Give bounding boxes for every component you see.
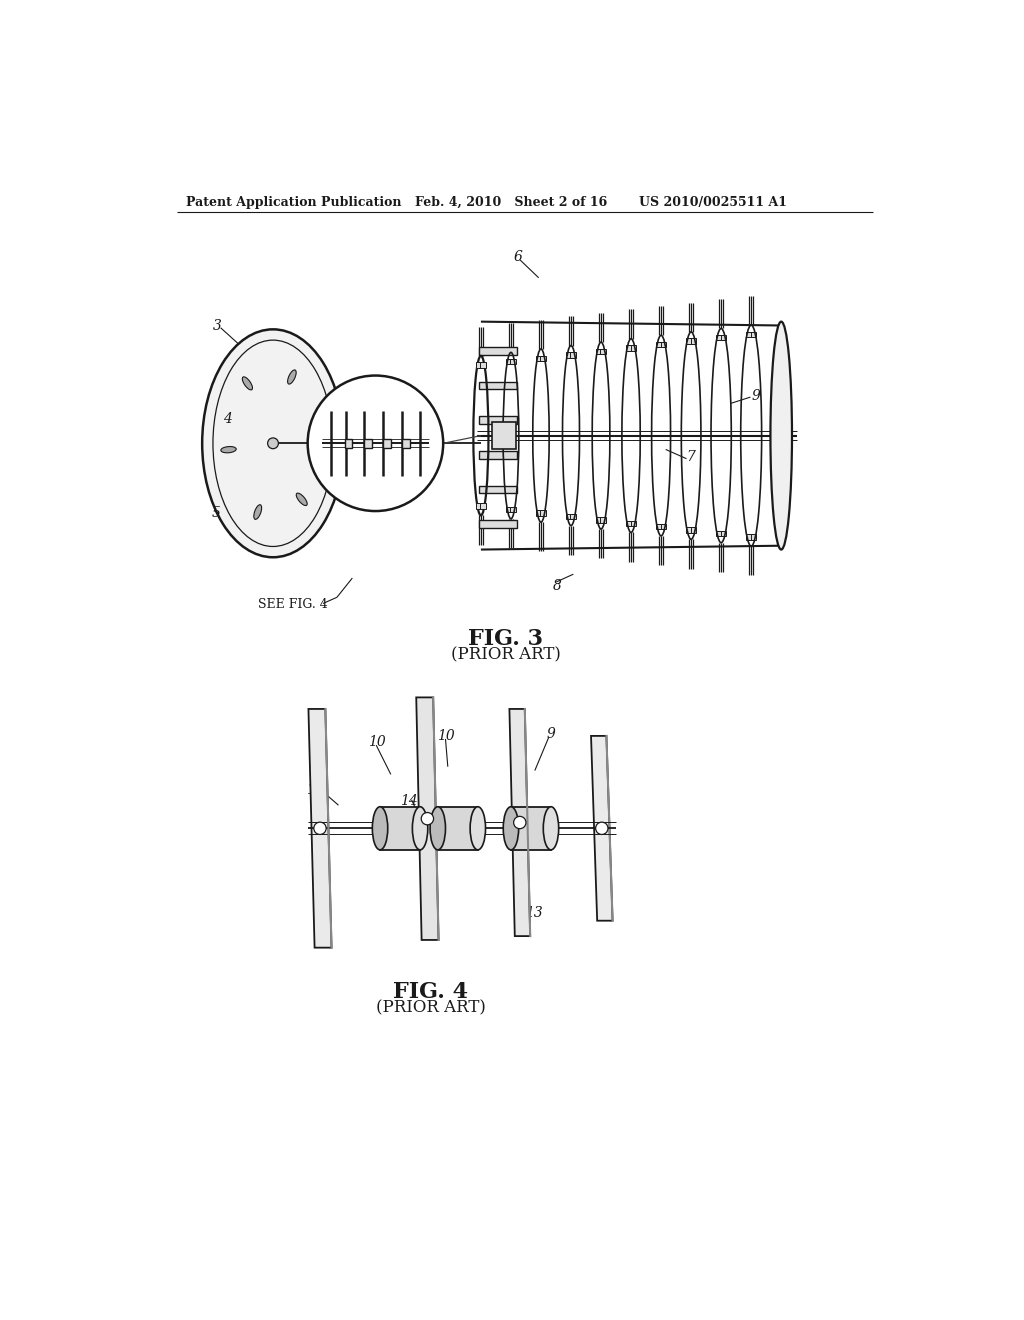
Text: SEE FIG. 4: SEE FIG. 4: [258, 598, 328, 611]
Bar: [478, 416, 517, 424]
Bar: [402, 438, 410, 447]
Bar: [751, 331, 756, 337]
Bar: [631, 520, 636, 525]
Text: (PRIOR ART): (PRIOR ART): [451, 647, 560, 664]
Bar: [600, 348, 606, 354]
Bar: [364, 438, 372, 447]
Text: FIG. 3: FIG. 3: [468, 628, 543, 651]
Text: (PRIOR ART): (PRIOR ART): [376, 999, 485, 1016]
Ellipse shape: [267, 438, 279, 449]
Bar: [686, 528, 691, 533]
Bar: [476, 363, 481, 368]
Ellipse shape: [430, 807, 445, 850]
Ellipse shape: [544, 807, 559, 850]
Bar: [506, 359, 511, 364]
Bar: [480, 503, 485, 508]
Bar: [656, 342, 662, 347]
Text: 3: 3: [213, 319, 222, 333]
Polygon shape: [416, 697, 438, 940]
Bar: [721, 531, 726, 536]
Bar: [541, 355, 546, 360]
Bar: [478, 520, 517, 528]
Bar: [717, 531, 722, 536]
Ellipse shape: [503, 807, 518, 850]
Bar: [660, 524, 666, 529]
Bar: [627, 520, 632, 525]
Bar: [746, 535, 752, 540]
Bar: [600, 517, 606, 523]
Bar: [721, 335, 726, 341]
Bar: [510, 507, 516, 512]
Text: 12: 12: [306, 783, 324, 797]
Bar: [478, 451, 517, 459]
Text: 10: 10: [368, 735, 385, 748]
Bar: [686, 338, 691, 343]
Bar: [690, 338, 696, 343]
Bar: [478, 381, 517, 389]
Text: 10: 10: [437, 729, 455, 743]
Ellipse shape: [373, 807, 388, 850]
Bar: [541, 511, 546, 516]
Bar: [566, 352, 571, 358]
Ellipse shape: [254, 504, 262, 519]
Ellipse shape: [296, 494, 307, 506]
Text: 14: 14: [400, 795, 418, 808]
Circle shape: [307, 376, 443, 511]
Text: Feb. 4, 2010   Sheet 2 of 16: Feb. 4, 2010 Sheet 2 of 16: [416, 195, 607, 209]
Text: Patent Application Publication: Patent Application Publication: [186, 195, 401, 209]
Ellipse shape: [310, 434, 326, 440]
Bar: [511, 807, 551, 850]
Polygon shape: [591, 737, 612, 921]
Bar: [537, 511, 542, 516]
Text: 9: 9: [752, 388, 760, 403]
Bar: [506, 507, 511, 512]
Ellipse shape: [470, 807, 485, 850]
Ellipse shape: [313, 822, 326, 834]
Bar: [476, 503, 481, 508]
Ellipse shape: [596, 822, 608, 834]
Bar: [596, 348, 601, 354]
Bar: [510, 359, 516, 364]
Bar: [627, 346, 632, 351]
Bar: [746, 331, 752, 337]
Bar: [690, 528, 696, 533]
Bar: [570, 513, 575, 519]
Bar: [566, 513, 571, 519]
Text: 5: 5: [211, 506, 220, 520]
Ellipse shape: [514, 816, 526, 829]
Bar: [438, 807, 478, 850]
Bar: [383, 438, 391, 447]
Text: 7: 7: [686, 450, 695, 465]
Bar: [493, 422, 515, 449]
Ellipse shape: [221, 446, 237, 453]
Text: FIG. 4: FIG. 4: [393, 981, 468, 1003]
Text: 6: 6: [514, 249, 523, 264]
Ellipse shape: [421, 813, 433, 825]
Bar: [478, 486, 517, 494]
Text: 4: 4: [223, 412, 231, 425]
Text: 8: 8: [553, 578, 561, 593]
Ellipse shape: [770, 322, 792, 549]
Ellipse shape: [413, 807, 428, 850]
Polygon shape: [308, 709, 332, 948]
Bar: [570, 352, 575, 358]
Bar: [480, 363, 485, 368]
Polygon shape: [509, 709, 530, 936]
Bar: [660, 342, 666, 347]
Ellipse shape: [288, 370, 296, 384]
Ellipse shape: [243, 376, 253, 389]
Bar: [751, 535, 756, 540]
Bar: [537, 355, 542, 360]
Ellipse shape: [202, 330, 344, 557]
Bar: [478, 347, 517, 355]
Bar: [631, 346, 636, 351]
Bar: [380, 807, 420, 850]
Text: 9: 9: [547, 727, 555, 742]
Text: 13: 13: [524, 906, 543, 920]
Bar: [596, 517, 601, 523]
Text: US 2010/0025511 A1: US 2010/0025511 A1: [639, 195, 786, 209]
Bar: [717, 335, 722, 341]
Bar: [345, 438, 352, 447]
Bar: [656, 524, 662, 529]
